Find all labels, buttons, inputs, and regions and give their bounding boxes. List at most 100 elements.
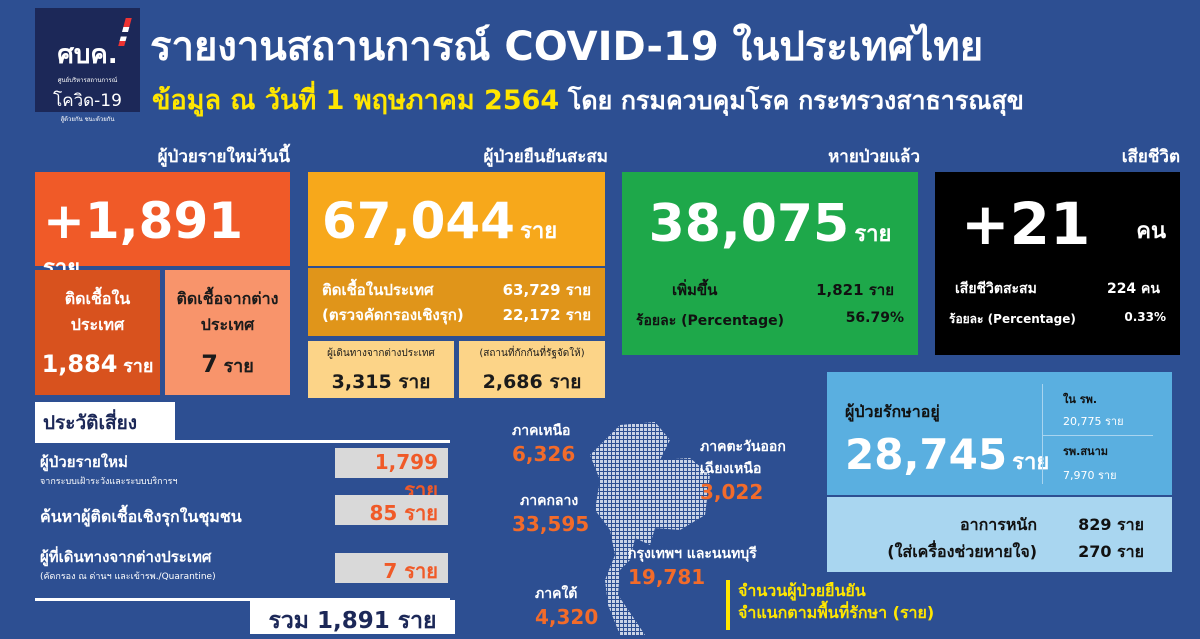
- recovered-card: 38,075 ราย เพิ่มขึ้น 1,821 ราย ร้อยละ (Pe…: [622, 172, 918, 355]
- severe-value: 829 ราย: [1078, 515, 1144, 534]
- region-label: ภาคตะวันออกเฉียงเหนือ: [700, 439, 786, 477]
- field-hospital-value: 7,970 ราย: [1063, 469, 1117, 482]
- region-north: ภาคเหนือ 6,326: [512, 420, 575, 466]
- imported-label: ติดเชื้อจากต่างประเทศ: [176, 289, 279, 334]
- risk-item-label: ค้นหาผู้ติดเชื้อเชิงรุกในชุมชน: [40, 507, 242, 526]
- percent-value: 0.33%: [1124, 310, 1166, 324]
- treatment-label: ผู้ป่วยรักษาอยู่: [845, 402, 940, 421]
- unit: คน: [1136, 219, 1166, 244]
- deaths-card: +21 คน เสียชีวิตสะสม 224 คน ร้อยละ (Percen…: [935, 172, 1180, 355]
- caption-bar: [726, 580, 730, 630]
- region-label: ภาคเหนือ: [512, 423, 571, 439]
- page-title: รายงานสถานการณ์ COVID-19 ในประเทศไทย: [150, 24, 984, 70]
- subtitle: ข้อมูล ณ วันที่ 1 พฤษภาคม 2564 โดย กรมคว…: [152, 78, 1024, 121]
- divider: [35, 598, 450, 601]
- imported-value: 7: [201, 350, 218, 378]
- imported-card: ติดเชื้อจากต่างประเทศ 7 ราย: [165, 270, 290, 395]
- report-date: ข้อมูล ณ วันที่ 1 พฤษภาคม 2564: [152, 85, 560, 116]
- deaths-value: +21: [961, 190, 1091, 258]
- new-cases-card: +1,891 ราย: [35, 172, 290, 281]
- region-bangkok: กรุงเทพฯ และนนทบุรี 19,781: [628, 543, 757, 589]
- deaths-label: เสียชีวิต: [1121, 147, 1180, 167]
- risk-item-label: ผู้ที่เดินทางจากต่างประเทศ (คัดกรอง ณ ด่า…: [40, 545, 216, 583]
- region-value: 6,326: [512, 442, 576, 466]
- divider: [1042, 384, 1043, 484]
- region-value: 3,022: [700, 480, 764, 504]
- treatment-card: ผู้ป่วยรักษาอยู่ 28,745 ราย ใน รพ. 20,77…: [827, 372, 1172, 495]
- logo-text: ศบค.: [57, 40, 118, 70]
- map-shape: [590, 422, 710, 635]
- increase-value: 1,821 ราย: [816, 281, 894, 299]
- logo: ศบค. ศูนย์บริหารสถานการณ์ โควิด-19 สู้ด้…: [35, 8, 140, 123]
- domestic-label: ติดเชื้อในประเทศ: [322, 281, 434, 299]
- domestic-value: 63,729 ราย: [502, 281, 591, 299]
- risk-item-value: 85 ราย: [335, 495, 448, 525]
- risk-item-label: ผู้ป่วยรายใหม่จากระบบเฝ้าระวังและระบบบริ…: [40, 450, 178, 488]
- region-label: กรุงเทพฯ และนนทบุรี: [628, 546, 757, 562]
- caption-line: จำนวนผู้ป่วยยืนยัน: [738, 581, 866, 600]
- domestic-label: ติดเชื้อในประเทศ: [64, 289, 131, 334]
- hospital-value: 20,775 ราย: [1063, 415, 1124, 428]
- total-deaths-value: 224 คน: [1106, 281, 1160, 297]
- unit: ราย: [123, 356, 154, 377]
- travelers-value: 3,315 ราย: [331, 371, 431, 393]
- unit: ราย: [854, 222, 892, 247]
- risk-item-sub: จากระบบเฝ้าระวังและระบบบริการฯ: [40, 477, 178, 487]
- cumulative-value: 67,044: [322, 192, 515, 250]
- logo-tagline: สู้ด้วยกัน ชนะด้วยกัน: [60, 116, 115, 123]
- new-cases-value: +1,891: [43, 192, 244, 250]
- region-label: ภาคใต้: [535, 586, 578, 602]
- travelers-label: ผู้เดินทางจากต่างประเทศ: [327, 348, 435, 359]
- recovered-value: 38,075: [648, 194, 850, 254]
- risk-item-sub: (คัดกรอง ณ ด่านฯ และเข้ารพ./Quarantine): [40, 572, 216, 582]
- divider: [35, 440, 450, 443]
- percent-value: 56.79%: [845, 310, 904, 326]
- region-value: 4,320: [535, 605, 599, 629]
- treatment-value: 28,745: [845, 430, 1008, 479]
- region-value: 19,781: [628, 565, 706, 589]
- region-label: ภาคกลาง: [520, 493, 579, 509]
- unit: ราย: [520, 219, 558, 244]
- map-caption: จำนวนผู้ป่วยยืนยันจำแนกตามพื้นที่รักษา (…: [738, 580, 934, 624]
- risk-item-title: ผู้ที่เดินทางจากต่างประเทศ: [40, 548, 212, 566]
- increase-label: เพิ่มขึ้น: [672, 281, 718, 299]
- region-central: ภาคกลาง 33,595: [512, 490, 589, 536]
- percent-label: ร้อยละ (Percentage): [636, 313, 784, 329]
- severe-card: อาการหนัก 829 ราย (ใส่เครื่องช่วยหายใจ) 27…: [827, 497, 1172, 572]
- active-label: (ตรวจคัดกรองเชิงรุก): [322, 306, 464, 324]
- logo-subtitle: ศูนย์บริหารสถานการณ์: [57, 77, 118, 84]
- travelers-card: ผู้เดินทางจากต่างประเทศ 3,315 ราย: [308, 341, 454, 398]
- divider: [1043, 435, 1153, 436]
- quarantine-label: (สถานที่กักกันที่รัฐจัดให้): [479, 348, 585, 359]
- cumulative-breakdown: ติดเชื้อในประเทศ 63,729 ราย (ตรวจคัดกรองเ…: [308, 268, 605, 336]
- domestic-value: 1,884: [41, 350, 118, 378]
- cumulative-card: 67,044 ราย: [308, 172, 605, 266]
- hospital-label: ใน รพ.: [1063, 393, 1098, 406]
- quarantine-value: 2,686 ราย: [482, 371, 582, 393]
- risk-title: ประวัติเสี่ยง: [35, 402, 175, 440]
- ventilator-value: 270 ราย: [1078, 542, 1144, 561]
- source: โดย กรมควบคุมโรค กระทรวงสาธารณสุข: [567, 86, 1024, 115]
- region-value: 33,595: [512, 512, 590, 536]
- severe-label: อาการหนัก: [959, 515, 1037, 534]
- quarantine-card: (สถานที่กักกันที่รัฐจัดให้) 2,686 ราย: [459, 341, 605, 398]
- new-cases-label: ผู้ป่วยรายใหม่วันนี้: [157, 147, 290, 167]
- region-northeast: ภาคตะวันออกเฉียงเหนือ 3,022: [700, 436, 810, 504]
- total-deaths-label: เสียชีวิตสะสม: [955, 281, 1037, 297]
- percent-label: ร้อยละ (Percentage): [949, 312, 1076, 326]
- unit: ราย: [223, 356, 254, 377]
- field-hospital-label: รพ.สนาม: [1063, 445, 1108, 458]
- logo-name: โควิด-19: [53, 91, 122, 111]
- active-value: 22,172 ราย: [502, 306, 591, 324]
- unit: ราย: [1012, 450, 1050, 475]
- risk-item-title: ผู้ป่วยรายใหม่: [40, 453, 128, 471]
- ventilator-label: (ใส่เครื่องช่วยหายใจ): [887, 542, 1037, 561]
- risk-item-value: 7 ราย: [335, 553, 448, 583]
- thailand-map: [590, 422, 710, 635]
- recovered-label: หายป่วยแล้ว: [828, 147, 920, 167]
- domestic-card: ติดเชื้อในประเทศ 1,884 ราย: [35, 270, 160, 395]
- cumulative-label: ผู้ป่วยยืนยันสะสม: [483, 147, 608, 167]
- region-south: ภาคใต้ 4,320: [535, 583, 598, 629]
- caption-line: จำแนกตามพื้นที่รักษา (ราย): [738, 603, 935, 622]
- risk-total: รวม 1,891 ราย: [250, 600, 455, 634]
